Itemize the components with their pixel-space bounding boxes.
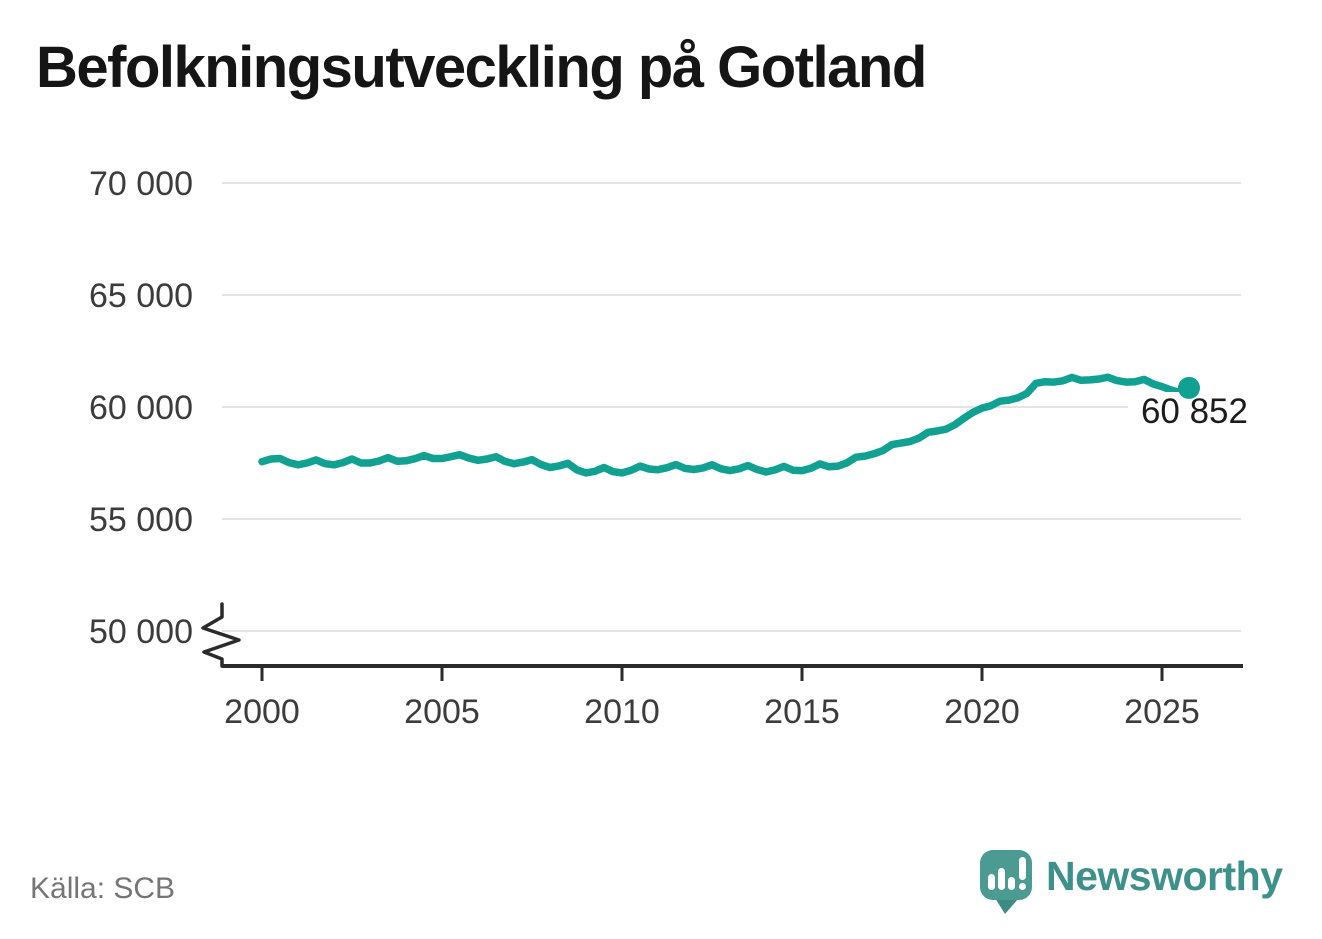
population-series-line xyxy=(258,373,1193,477)
x-tick-label: 2010 xyxy=(584,693,660,731)
x-axis-labels: 2000 2005 2010 2015 2020 2025 xyxy=(224,693,1200,731)
x-tick-label: 2005 xyxy=(404,693,480,731)
y-tick-label: 65 000 xyxy=(89,277,193,315)
logo-bar-3 xyxy=(1008,877,1015,890)
series-end-dot xyxy=(1178,376,1200,399)
source-caption: Källa: SCB xyxy=(30,872,176,905)
logo-bubble-tail xyxy=(995,898,1019,914)
axis-break-icon xyxy=(201,602,241,668)
page-title: Befolkningsutveckling på Gotland xyxy=(36,35,927,100)
x-tick-label: 2015 xyxy=(764,693,840,731)
logo-exclamation-bar xyxy=(1019,857,1026,880)
logo-exclamation-dot xyxy=(1019,883,1026,890)
y-tick-label: 50 000 xyxy=(89,613,193,651)
end-value-label: 60 852 xyxy=(1141,392,1248,431)
x-tick-label: 2000 xyxy=(224,693,300,731)
logo-bar-2 xyxy=(998,868,1005,890)
newsworthy-logo-icon xyxy=(980,850,1032,914)
y-tick-label: 70 000 xyxy=(89,165,193,203)
x-tick-label: 2020 xyxy=(944,693,1020,731)
x-axis-ticks xyxy=(260,666,1164,681)
y-tick-label: 60 000 xyxy=(89,389,193,427)
y-tick-label: 55 000 xyxy=(89,501,193,539)
logo-bar-1 xyxy=(988,874,995,890)
x-tick-label: 2025 xyxy=(1124,693,1200,731)
gridlines xyxy=(222,182,1241,632)
newsworthy-wordmark: Newsworthy xyxy=(1046,853,1283,899)
y-axis-labels: 50 000 55 000 60 000 65 000 70 000 xyxy=(89,165,193,651)
